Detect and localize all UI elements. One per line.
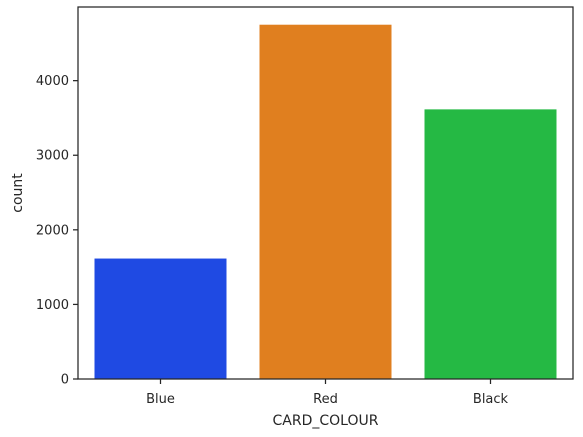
y-tick-label: 1000 [36, 298, 69, 313]
y-axis-label: count [10, 173, 26, 213]
y-axis-ticks: 0 1000 2000 3000 4000 [36, 74, 78, 388]
x-axis-ticks: Blue Red Black [146, 379, 509, 407]
y-tick-label: 0 [61, 373, 69, 388]
bar-black [424, 109, 557, 379]
x-tick-label: Black [473, 392, 509, 407]
x-tick-label: Blue [146, 392, 175, 407]
y-tick-label: 3000 [36, 149, 69, 164]
plot-frame [77, 6, 574, 380]
bar-blue [94, 258, 227, 379]
x-axis-label: CARD_COLOUR [273, 413, 379, 429]
x-tick-label: Red [313, 392, 338, 407]
bar-red [259, 24, 392, 379]
y-tick-label: 4000 [36, 74, 69, 89]
y-tick-label: 2000 [36, 223, 69, 238]
bars-group [94, 24, 557, 379]
